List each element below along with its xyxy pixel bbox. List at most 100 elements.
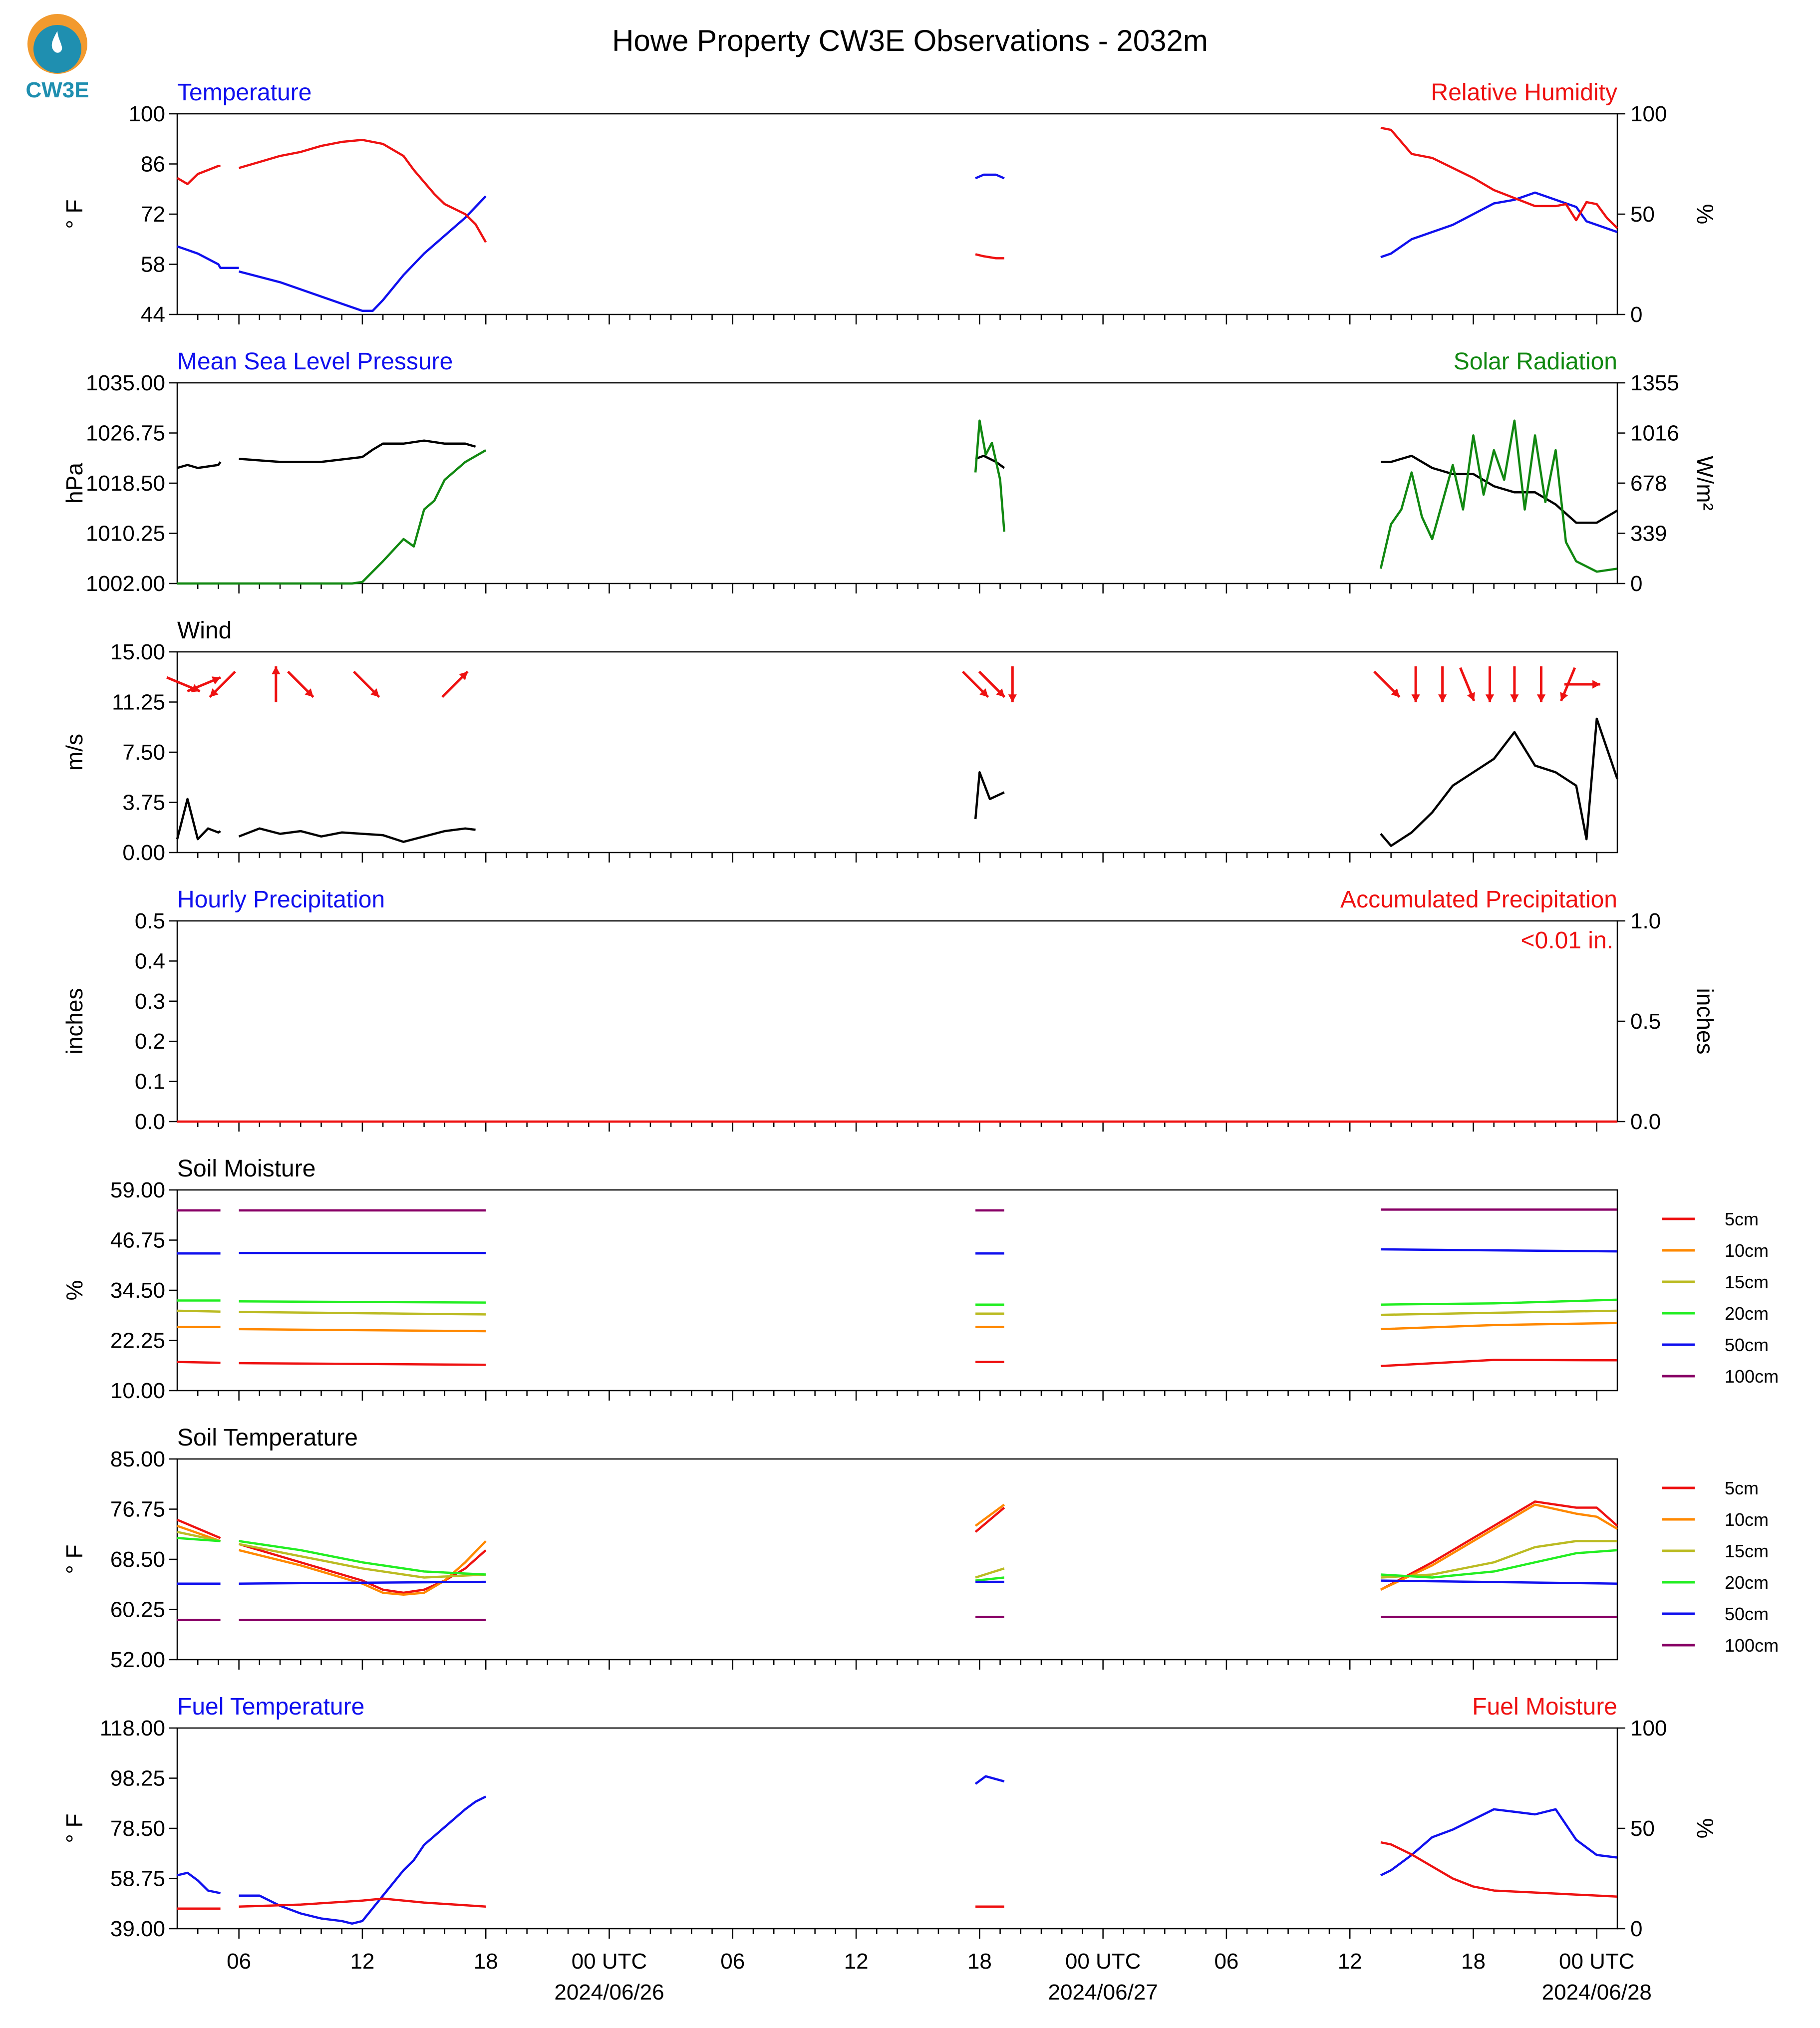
- legend-label: 50cm: [1725, 1604, 1769, 1624]
- y-tick-label-right: 50: [1630, 202, 1655, 227]
- series-line-20cm: [975, 1576, 1005, 1582]
- x-tick-label: 00 UTC: [572, 1949, 647, 1974]
- legend-label: 15cm: [1725, 1272, 1769, 1292]
- y-tick-label-right: 1355: [1630, 371, 1679, 395]
- series-line-blue: [974, 1775, 1005, 1785]
- series-line-red: [975, 253, 1004, 260]
- legend-label: 20cm: [1725, 1572, 1769, 1593]
- panel-precip: 0.0 0.1 0.2 0.3 0.4 0.5 0.0 0.5 1.0 Hourly Precip…: [61, 886, 1718, 1134]
- y-tick-label-left: 0.2: [135, 1029, 165, 1054]
- series-line-blue: [975, 173, 1005, 180]
- series-line-15cm: [177, 1309, 221, 1313]
- y-axis-label-left: ° F: [61, 1813, 87, 1843]
- legend-label: 10cm: [1725, 1509, 1769, 1530]
- wind-arrow-head: [996, 688, 1005, 697]
- series-line-blue: [177, 1871, 221, 1895]
- y-tick-label-left: 72: [141, 202, 165, 227]
- panel-soil_temp: 52.00 60.25 68.50 76.75 85.00 Soil Temperatur…: [61, 1425, 1779, 1672]
- series-line-10cm: [974, 1503, 1005, 1527]
- y-tick-label-left: 0.00: [122, 841, 165, 865]
- series-line-blue: [1380, 191, 1618, 259]
- x-tick-label: 00 UTC: [1065, 1949, 1141, 1974]
- chart-title: Howe Property CW3E Observations - 2032m: [612, 24, 1208, 57]
- legend-label: 100cm: [1725, 1366, 1779, 1387]
- series-line-green: [1379, 419, 1618, 573]
- panels: 44 58 72 86 100 0 50 100 Temperature Relative Hum…: [61, 79, 1779, 2005]
- y-tick-label-left: 7.50: [122, 740, 165, 765]
- y-tick-label-left: 52.00: [110, 1648, 165, 1672]
- y-tick-label-left: 68.50: [110, 1547, 165, 1572]
- series-line-50cm: [1380, 1579, 1618, 1585]
- panel-title-right: Accumulated Precipitation: [1340, 886, 1617, 913]
- series-line-green: [177, 449, 487, 585]
- series-line-black: [177, 461, 222, 469]
- panel-title-right: Fuel Moisture: [1472, 1694, 1617, 1720]
- panel-title-left: Hourly Precipitation: [177, 886, 385, 913]
- y-tick-label-left: 1002.00: [86, 572, 165, 596]
- y-tick-label-left: 58.75: [110, 1867, 165, 1891]
- y-tick-label-left: 22.25: [110, 1329, 165, 1353]
- y-axis-label-right: %: [1692, 204, 1718, 225]
- y-tick-label-left: 100: [129, 102, 165, 126]
- series-line-15cm: [239, 1543, 486, 1579]
- wind-arrow-head: [1510, 694, 1519, 702]
- series-line-20cm: [239, 1300, 486, 1304]
- panel-title-left: Mean Sea Level Pressure: [177, 348, 453, 375]
- y-tick-label-left: 39.00: [110, 1917, 165, 1941]
- y-tick-label-right: 0.5: [1630, 1009, 1661, 1034]
- series-line-black: [1380, 717, 1619, 847]
- y-tick-label-left: 98.25: [110, 1766, 165, 1791]
- y-tick-label-right: 0: [1630, 572, 1642, 596]
- y-axis-label-right: W/m²: [1692, 456, 1718, 511]
- wind-arrow-head: [1592, 680, 1600, 689]
- y-tick-label-left: 0.3: [135, 989, 165, 1014]
- plot-frame: [176, 1189, 1618, 1392]
- y-axis-label-right: %: [1692, 1818, 1718, 1839]
- y-axis-label-left: ° F: [61, 1544, 87, 1574]
- panel-title-left: Soil Temperature: [177, 1425, 358, 1451]
- y-tick-label-left: 85.00: [110, 1447, 165, 1471]
- legend-label: 20cm: [1725, 1303, 1769, 1324]
- y-axis-label-left: m/s: [61, 734, 87, 771]
- series-line-red: [1380, 1841, 1618, 1898]
- panel-title-left: Temperature: [177, 79, 311, 106]
- panel-fuel: 39.00 58.75 78.50 98.25 118.00 0 50 100 Fuel Tem…: [61, 1694, 1718, 1941]
- series-line-red: [1380, 126, 1618, 229]
- y-axis-label-left: inches: [61, 988, 87, 1055]
- y-tick-label-left: 34.50: [110, 1278, 165, 1303]
- wind-arrow-head: [210, 688, 219, 697]
- series-line-black: [176, 798, 221, 841]
- y-tick-label-left: 1018.50: [86, 471, 165, 496]
- wind-arrow-head: [1391, 688, 1400, 697]
- y-tick-label-left: 0.1: [135, 1070, 165, 1094]
- series-line-5cm: [177, 1518, 221, 1539]
- legend-label: 5cm: [1725, 1478, 1759, 1498]
- x-axis-labels: 06 12 18 00 UTC 2024/06/26 06 12 18 00 UTC 2024/0…: [227, 1949, 1652, 2005]
- y-tick-label-left: 59.00: [110, 1178, 165, 1202]
- y-axis-label-right: inches: [1692, 988, 1718, 1055]
- series-line-15cm: [239, 1311, 486, 1316]
- y-tick-label-left: 3.75: [122, 791, 165, 815]
- x-tick-label: 06: [1214, 1949, 1238, 1974]
- x-tick-label: 06: [720, 1949, 745, 1974]
- x-tick-label: 18: [474, 1949, 498, 1974]
- series-line-50cm: [1380, 1248, 1618, 1253]
- x-date-label: 2024/06/26: [554, 1980, 664, 2005]
- y-tick-label-left: 0.0: [135, 1110, 165, 1134]
- plot-frame: [176, 1458, 1618, 1661]
- y-tick-label-right: 339: [1630, 521, 1667, 546]
- series-line-5cm: [1380, 1500, 1618, 1591]
- legend-label: 50cm: [1725, 1335, 1769, 1355]
- wind-arrow-head: [459, 671, 468, 680]
- wind-arrow-head: [1467, 692, 1475, 701]
- plot-frame: [176, 382, 1618, 584]
- y-tick-label-left: 76.75: [110, 1497, 165, 1522]
- y-tick-label-left: 0.4: [135, 949, 165, 973]
- series-line-black: [974, 771, 1005, 820]
- panel-wind: 0.00 3.75 7.50 11.25 15.00 Wind m/s: [61, 617, 1619, 865]
- y-tick-label-right: 100: [1630, 102, 1667, 126]
- y-axis-label-left: hPa: [61, 463, 87, 504]
- panel-soil_moist: 10.00 22.25 34.50 46.75 59.00 Soil Moisture% 5…: [61, 1156, 1779, 1403]
- x-date-label: 2024/06/28: [1542, 1980, 1652, 2005]
